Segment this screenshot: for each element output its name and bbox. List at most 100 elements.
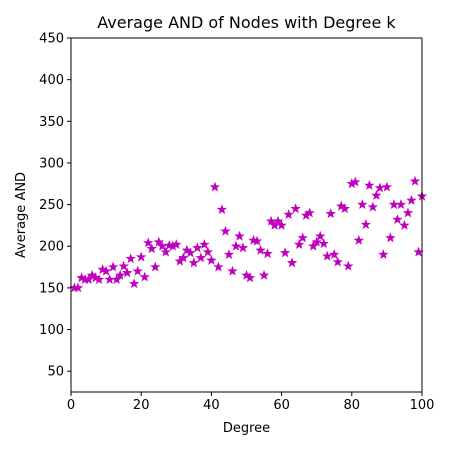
data-point bbox=[325, 208, 336, 219]
data-point bbox=[216, 204, 228, 215]
data-point bbox=[234, 230, 245, 241]
data-point bbox=[83, 274, 94, 284]
data-point bbox=[329, 249, 340, 260]
y-tick-label: 350 bbox=[39, 115, 64, 130]
data-point bbox=[399, 219, 410, 230]
data-point bbox=[118, 260, 129, 271]
data-point bbox=[311, 236, 322, 247]
data-point bbox=[128, 278, 140, 289]
data-point bbox=[392, 214, 403, 225]
data-point bbox=[395, 199, 407, 210]
y-tick-label: 100 bbox=[39, 323, 64, 338]
data-point bbox=[283, 209, 294, 220]
data-point bbox=[121, 267, 133, 278]
data-point bbox=[192, 242, 203, 253]
data-point bbox=[195, 252, 207, 263]
data-point bbox=[318, 238, 329, 249]
y-tick-label: 450 bbox=[39, 32, 64, 47]
data-point bbox=[255, 244, 266, 255]
data-point bbox=[290, 203, 301, 214]
x-tick-label: 100 bbox=[410, 398, 435, 413]
y-tick-label: 150 bbox=[39, 281, 64, 296]
data-point bbox=[258, 269, 270, 280]
data-point bbox=[339, 203, 350, 214]
data-point bbox=[209, 181, 221, 192]
y-tick-label: 50 bbox=[47, 365, 64, 380]
data-point bbox=[293, 239, 305, 249]
data-point bbox=[135, 251, 147, 262]
data-point bbox=[367, 201, 379, 212]
data-point bbox=[406, 194, 417, 205]
data-point bbox=[143, 237, 154, 248]
y-tick-label: 300 bbox=[39, 156, 64, 171]
data-point bbox=[332, 256, 343, 267]
data-point bbox=[93, 274, 105, 284]
data-point bbox=[350, 176, 361, 187]
data-point bbox=[223, 249, 235, 260]
data-point bbox=[307, 240, 319, 251]
data-point bbox=[402, 207, 414, 218]
x-tick-label: 60 bbox=[273, 398, 290, 413]
data-point bbox=[297, 232, 308, 243]
data-point bbox=[188, 257, 200, 268]
data-point bbox=[409, 175, 421, 186]
data-point bbox=[160, 246, 171, 257]
data-point bbox=[139, 271, 150, 282]
data-point bbox=[272, 215, 284, 226]
data-point bbox=[364, 179, 375, 190]
data-point bbox=[199, 239, 210, 249]
data-point bbox=[171, 239, 182, 249]
data-point bbox=[378, 249, 389, 260]
y-tick-label: 200 bbox=[39, 240, 64, 255]
data-point bbox=[357, 199, 368, 210]
x-axis-label: Degree bbox=[223, 421, 270, 436]
data-point bbox=[374, 182, 386, 193]
data-point bbox=[276, 219, 287, 230]
data-point bbox=[107, 261, 119, 272]
data-point bbox=[111, 274, 122, 284]
x-tick-label: 80 bbox=[344, 398, 361, 413]
data-point bbox=[371, 189, 382, 200]
data-point bbox=[388, 199, 400, 210]
data-point bbox=[385, 232, 396, 243]
data-point bbox=[279, 247, 291, 258]
data-point bbox=[125, 253, 136, 264]
data-point bbox=[146, 243, 157, 254]
data-point bbox=[206, 254, 217, 265]
data-point bbox=[114, 269, 126, 280]
data-point bbox=[251, 235, 263, 246]
chart-title: Average AND of Nodes with Degree k bbox=[97, 13, 396, 32]
data-point bbox=[100, 265, 112, 276]
data-point bbox=[262, 248, 273, 259]
data-point bbox=[150, 261, 161, 272]
data-point bbox=[178, 252, 189, 263]
x-tick-label: 20 bbox=[133, 398, 150, 413]
data-point bbox=[237, 242, 249, 253]
y-tick-label: 400 bbox=[39, 73, 64, 88]
data-point bbox=[202, 246, 214, 257]
x-tick-label: 40 bbox=[203, 398, 220, 413]
data-point bbox=[304, 207, 315, 218]
data-point bbox=[104, 274, 115, 284]
data-point bbox=[360, 219, 372, 230]
data-point bbox=[286, 257, 298, 268]
data-point bbox=[244, 272, 256, 283]
data-point bbox=[227, 265, 238, 276]
data-point bbox=[153, 236, 164, 247]
x-tick-label: 0 bbox=[67, 398, 75, 413]
data-point bbox=[220, 225, 231, 236]
data-point bbox=[230, 240, 242, 251]
y-axis-label: Average AND bbox=[14, 172, 29, 258]
y-tick-label: 250 bbox=[39, 198, 64, 213]
data-point bbox=[322, 250, 333, 261]
data-point bbox=[315, 230, 326, 241]
data-point bbox=[353, 234, 365, 245]
data-point bbox=[381, 181, 393, 192]
data-point bbox=[132, 265, 143, 276]
data-point bbox=[343, 260, 354, 271]
data-point bbox=[213, 261, 224, 272]
data-point bbox=[72, 282, 84, 293]
data-point bbox=[185, 247, 196, 258]
